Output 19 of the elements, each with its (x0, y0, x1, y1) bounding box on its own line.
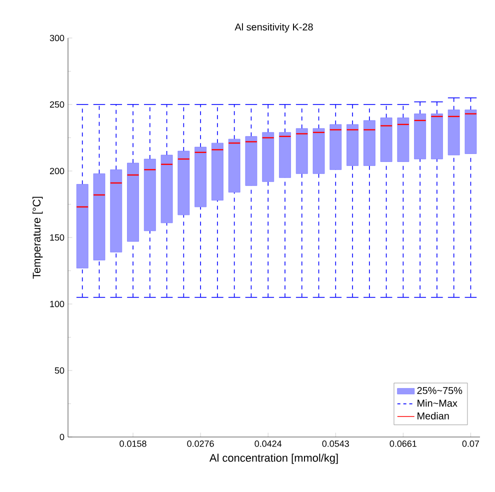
annotation: Min~Max (418, 399, 458, 407)
x-tick-label: 0.0276 (187, 440, 214, 447)
y-tick-label: 300 (50, 34, 64, 42)
x-tick-label: 0.0543 (322, 440, 349, 447)
legend-label: 25%~75% (417, 387, 462, 394)
y-tick-label: 0 (60, 434, 64, 440)
y-tick-label: 50 (54, 367, 64, 374)
chart-title: Al sensitivity K-28 (234, 23, 313, 32)
x-tick-label: 0.0661 (390, 440, 416, 447)
y-tick-label: 150 (50, 234, 64, 241)
y-axis-title: Temperature [°C] (32, 196, 43, 279)
x-axis-title: Al concentration [mmol/kg] (209, 454, 338, 464)
annotation: Median (418, 412, 449, 420)
x-tick-label: 0.0424 (254, 440, 282, 447)
y-tick-label: 200 (50, 168, 64, 174)
x-tick-label: 0.0158 (120, 440, 146, 447)
x-tick-label: 0.07 (462, 440, 479, 447)
y-tick-label: 100 (50, 300, 64, 308)
y-tick-label: 250 (50, 101, 64, 108)
